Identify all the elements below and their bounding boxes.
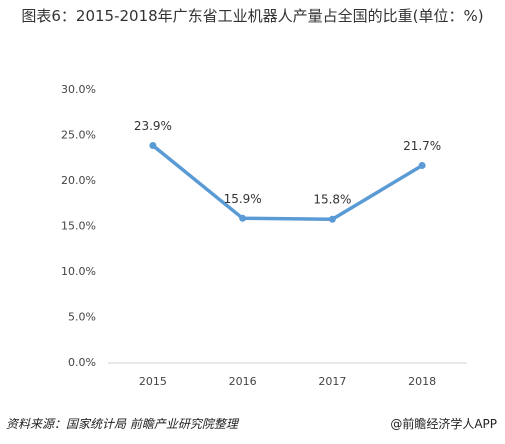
data-label: 21.7% xyxy=(403,139,441,153)
y-tick-label: 30.0% xyxy=(61,83,96,96)
y-tick-label: 0.0% xyxy=(68,356,96,369)
data-label: 23.9% xyxy=(134,119,172,133)
y-tick-label: 15.0% xyxy=(61,220,96,233)
point xyxy=(418,162,426,170)
x-tick-label: 2016 xyxy=(229,375,257,388)
point xyxy=(239,214,247,222)
data-label: 15.8% xyxy=(313,193,351,207)
data-label: 15.9% xyxy=(224,192,262,206)
x-tick-label: 2015 xyxy=(139,375,167,388)
line xyxy=(151,144,424,221)
y-tick-label: 10.0% xyxy=(61,265,96,278)
credit: @前瞻经济学人APP xyxy=(390,417,497,431)
y-tick-label: 5.0% xyxy=(68,311,96,324)
x-tick-label: 2017 xyxy=(318,375,346,388)
chart-title: 图表6：2015-2018年广东省工业机器人产量占全国的比重(单位：%) xyxy=(21,7,484,25)
y-tick-label: 20.0% xyxy=(61,174,96,187)
point xyxy=(149,142,157,150)
point xyxy=(328,215,336,223)
source: 资料来源：国家统计局 前瞻产业研究院整理 xyxy=(6,417,238,431)
y-tick-label: 25.0% xyxy=(61,129,96,142)
x-tick-label: 2018 xyxy=(408,375,436,388)
